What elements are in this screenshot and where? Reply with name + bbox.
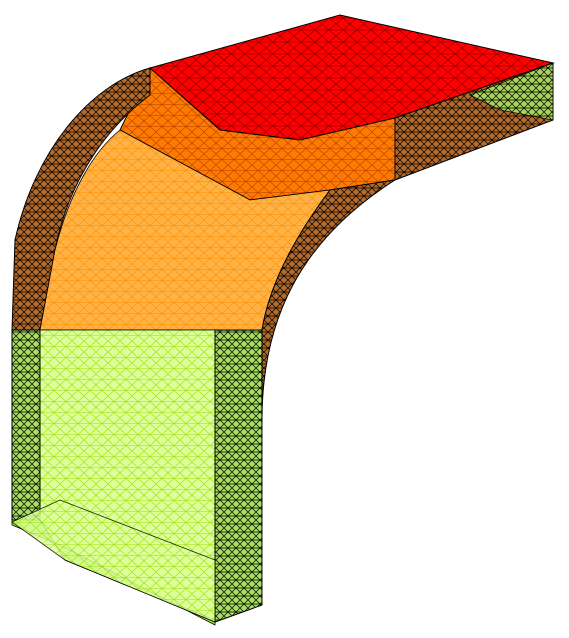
- bottom-slab: [11, 499, 216, 623]
- right-leg-side: [214, 329, 263, 623]
- top-slab-corner: [469, 62, 554, 121]
- left-leg-edge: [11, 329, 41, 521]
